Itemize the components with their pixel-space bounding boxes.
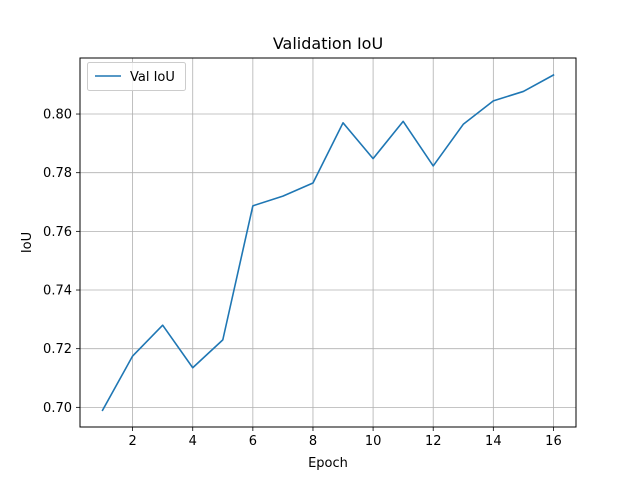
x-tick-label: 6 xyxy=(249,434,257,449)
y-axis-label: IoU xyxy=(20,232,35,253)
y-tick-label: 0.78 xyxy=(43,166,72,181)
x-tick-label: 4 xyxy=(189,434,197,449)
y-tick-label: 0.74 xyxy=(43,284,72,299)
y-tick-label: 0.76 xyxy=(43,225,72,240)
x-tick-label: 2 xyxy=(128,434,136,449)
y-tick-label: 0.72 xyxy=(43,342,72,357)
grid-lines xyxy=(80,58,576,427)
chart-title: Validation IoU xyxy=(273,34,383,53)
legend-label: Val IoU xyxy=(130,70,175,85)
y-axis-ticks: 0.70 0.72 0.74 0.76 0.78 0.80 xyxy=(43,108,80,416)
x-axis-ticks: 2 4 6 8 10 12 14 16 xyxy=(128,427,562,449)
series-layer xyxy=(101,73,555,412)
x-tick-label: 14 xyxy=(485,434,502,449)
y-tick-label: 0.70 xyxy=(43,401,72,416)
x-tick-label: 8 xyxy=(309,434,317,449)
plot-frame xyxy=(79,57,577,428)
legend: Val IoU xyxy=(87,62,186,91)
x-tick-label: 12 xyxy=(425,434,442,449)
x-tick-label: 10 xyxy=(365,434,382,449)
y-tick-label: 0.80 xyxy=(43,108,72,123)
series-line-val-iou xyxy=(101,73,555,412)
legend-box xyxy=(87,62,186,91)
x-tick-label: 16 xyxy=(545,434,562,449)
x-axis-label: Epoch xyxy=(308,456,348,471)
